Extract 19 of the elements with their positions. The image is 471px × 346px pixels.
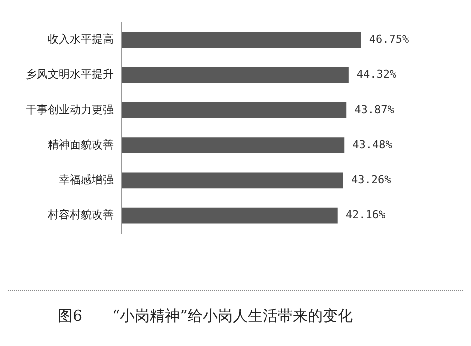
bar <box>122 138 345 154</box>
data-label: 42.16% <box>346 208 386 222</box>
y-tick-label: 村容村貌改善 <box>47 208 114 222</box>
y-tick-label: 幸福感增强 <box>59 174 114 187</box>
data-label: 43.87% <box>354 103 395 116</box>
y-tick-label: 精神面貌改善 <box>48 138 114 152</box>
data-label: 44.32% <box>356 68 398 82</box>
bar <box>122 102 347 118</box>
bar <box>122 32 362 48</box>
bar <box>122 208 338 224</box>
bar <box>122 172 344 189</box>
bar <box>122 67 349 84</box>
y-tick-label: 收入水平提高 <box>48 33 114 46</box>
data-label: 43.48% <box>352 138 393 152</box>
data-label: 46.75% <box>369 33 410 46</box>
text: 图6 “小岗精神”给小岗人生活带来的变化 <box>58 307 354 326</box>
y-tick-label: 乡风文明水平提升 <box>26 68 114 82</box>
y-tick-label: 干事创业动力更强 <box>26 103 114 116</box>
data-label: 43.26% <box>351 174 392 187</box>
